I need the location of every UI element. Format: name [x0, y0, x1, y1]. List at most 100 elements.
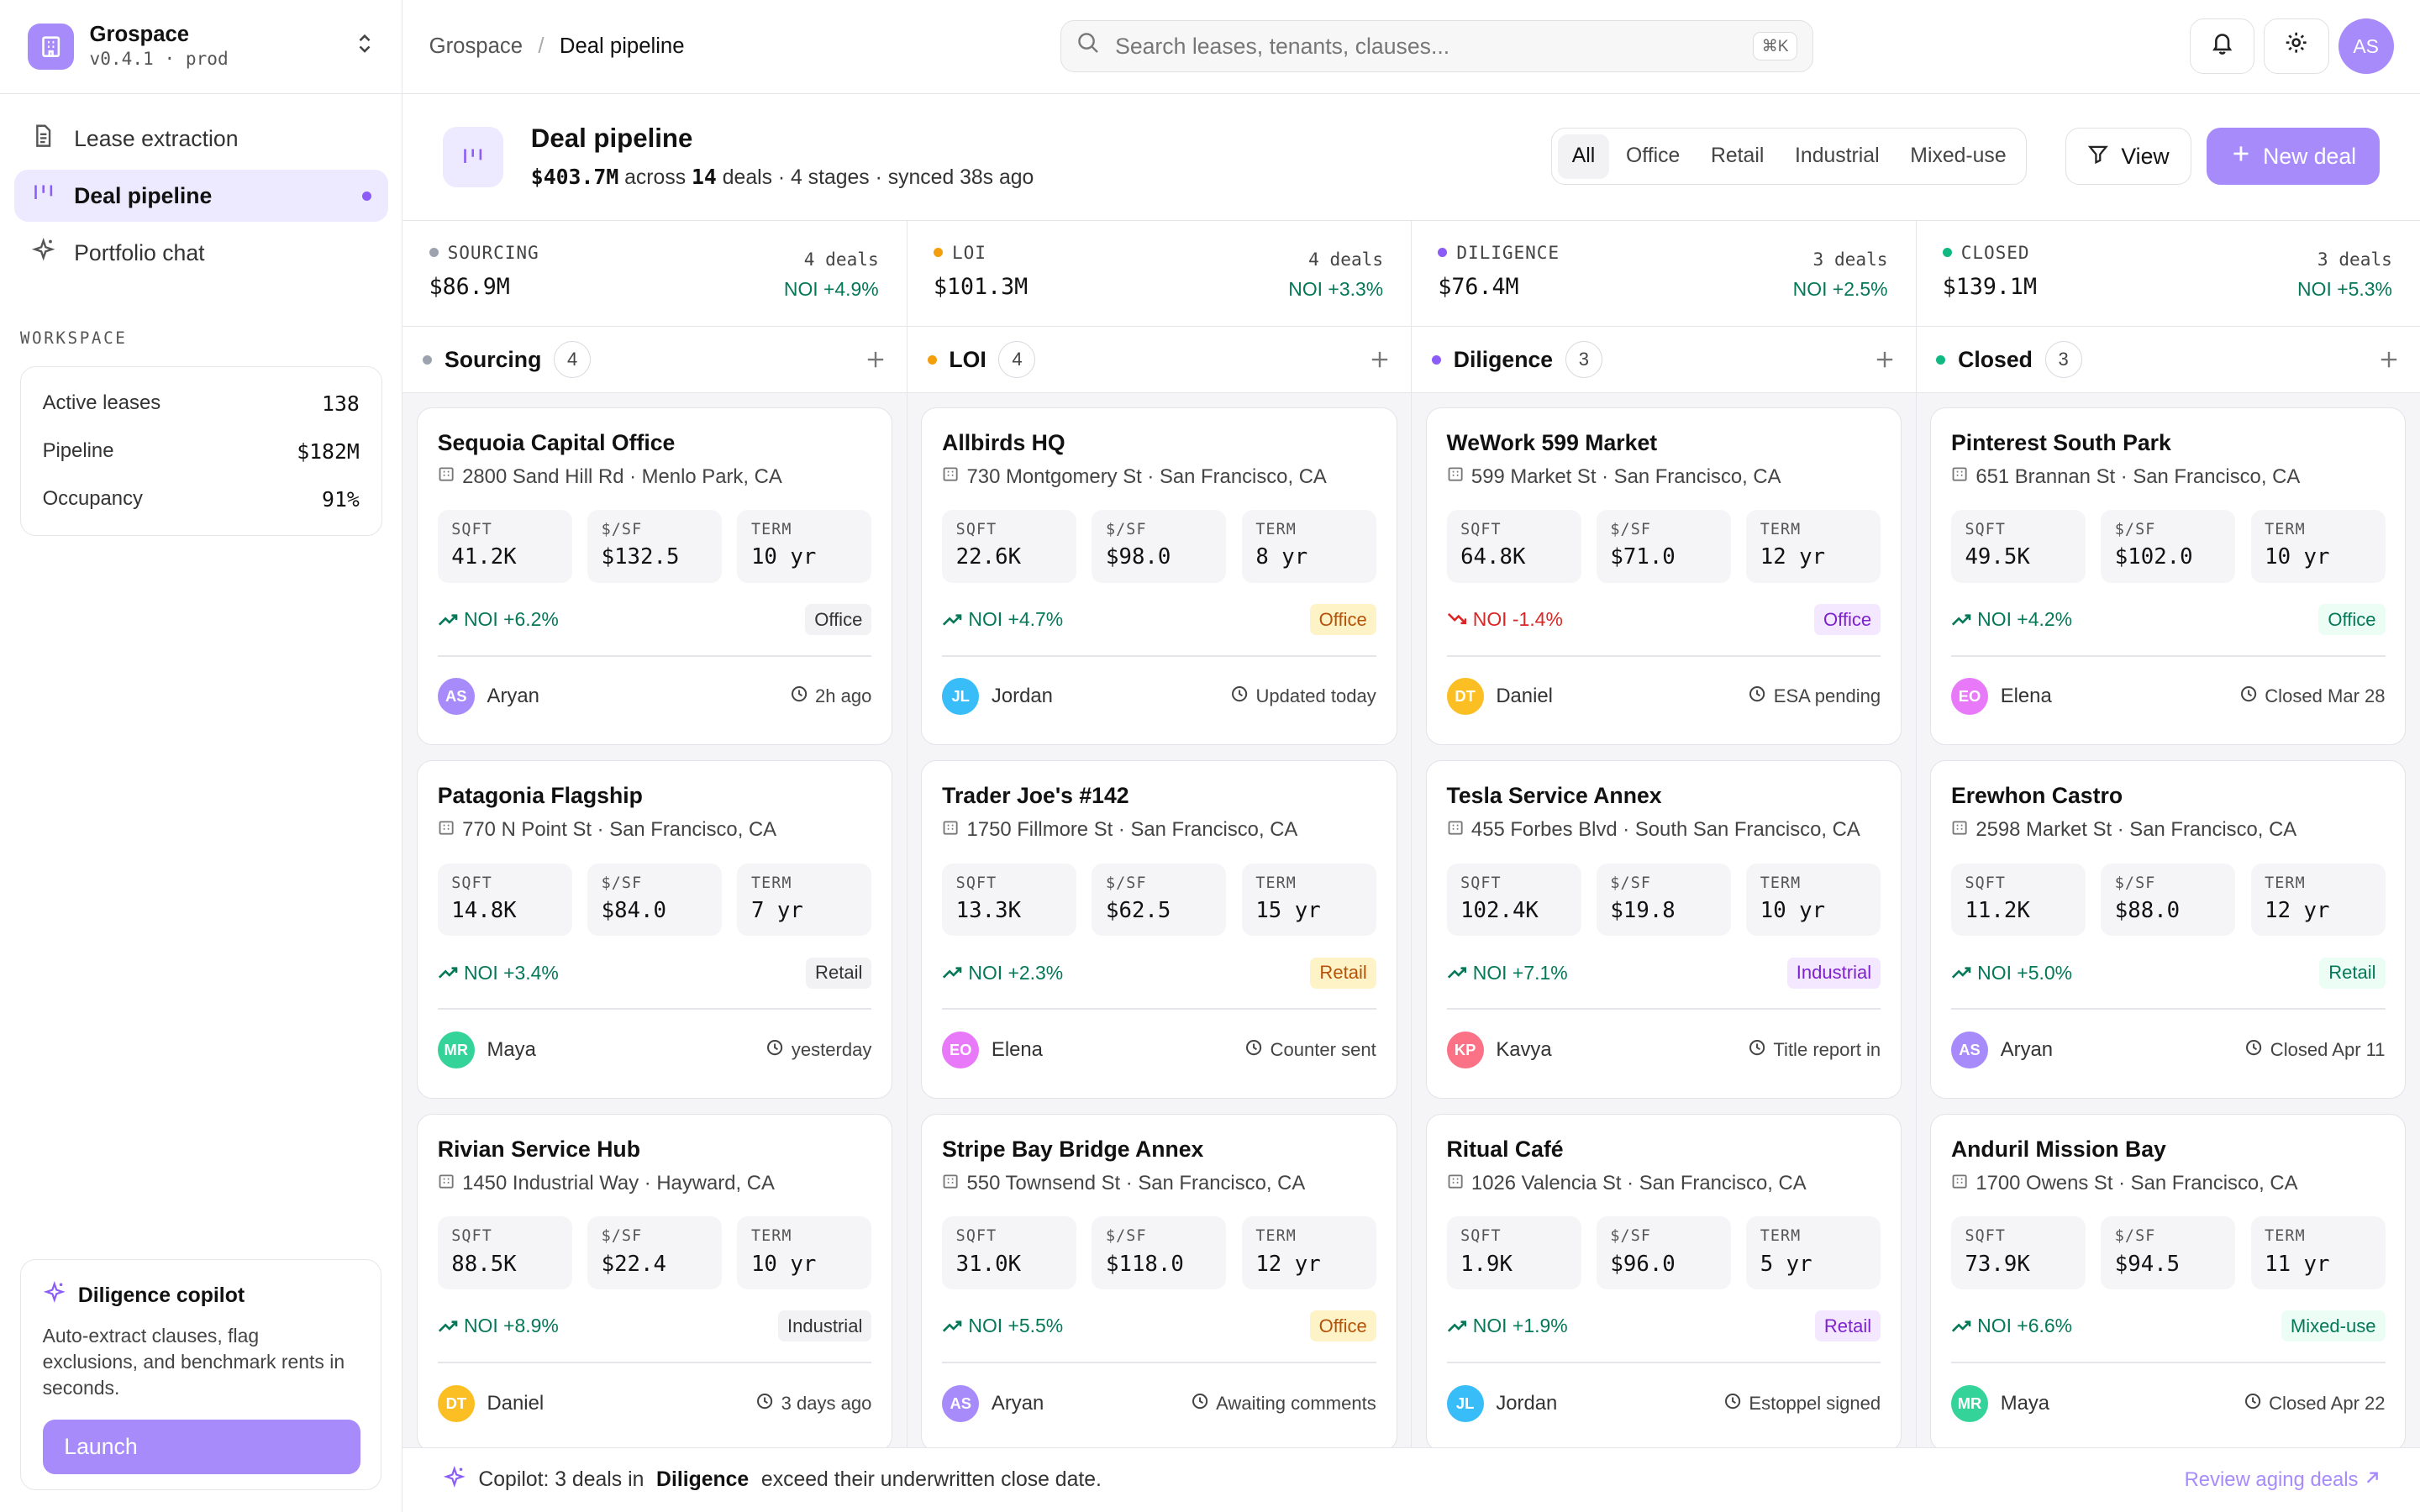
stage-noi: NOI +5.3% [2297, 277, 2392, 300]
noi-value: NOI +8.9% [463, 1315, 559, 1337]
deal-noi-row: NOI +4.2% Office [1951, 604, 2386, 636]
filter-retail[interactable]: Retail [1710, 144, 1765, 168]
asset-type-tag: Office [1309, 604, 1376, 636]
deal-card[interactable]: Pinterest South Park 651 Brannan St · San… [1930, 407, 2407, 746]
stage-dot [1438, 248, 1448, 258]
address-text: 455 Forbes Blvd · South San Francisco, C… [1470, 818, 1860, 842]
metric-label: $/SF [601, 1227, 643, 1246]
deal-status-time: 2h ago [791, 685, 871, 707]
deal-card[interactable]: Anduril Mission Bay 1700 Owens St · San F… [1930, 1114, 2407, 1452]
owner-avatar: AS [437, 678, 475, 716]
top-bar: Grospace / Deal pipeline ⌘K [402, 0, 2420, 95]
metric-value: 12 yr [2265, 898, 2330, 924]
metric-psf: $/SF $98.0 [1092, 510, 1227, 583]
asset-type-tag: Industrial [1786, 957, 1881, 989]
deal-address: 730 Montgomery St · San Francisco, CA [942, 465, 1376, 489]
metric-value: 41.2K [451, 544, 517, 570]
clock-icon [2245, 1039, 2262, 1061]
trend-down-icon [1447, 608, 1467, 631]
notifications-button[interactable] [2190, 18, 2255, 75]
sidebar-item-lease-extraction[interactable]: Lease extraction [14, 113, 388, 165]
add-deal-plus-icon[interactable] [866, 347, 885, 375]
metric-sqft: SQFT 64.8K [1446, 510, 1581, 583]
deal-status-time: Closed Apr 11 [2245, 1039, 2386, 1061]
metric-label: $/SF [1106, 1227, 1147, 1246]
deal-card[interactable]: Sequoia Capital Office 2800 Sand Hill Rd … [416, 407, 893, 746]
filter-mixed-use[interactable]: Mixed-use [1910, 144, 2007, 168]
sidebar-item-deal-pipeline[interactable]: Deal pipeline [13, 170, 388, 223]
metric-value: $102.0 [2114, 544, 2193, 570]
review-aging-deals-link[interactable]: Review aging deals [2185, 1468, 2381, 1492]
deal-card[interactable]: Rivian Service Hub 1450 Industrial Way · … [416, 1114, 893, 1452]
search-input[interactable] [1115, 33, 1738, 60]
status-text: Title report in [1773, 1039, 1881, 1061]
column-title: Sourcing [444, 346, 542, 372]
deal-card[interactable]: Stripe Bay Bridge Annex 550 Townsend St ·… [921, 1114, 1397, 1452]
search-bar[interactable]: ⌘K [1060, 19, 1814, 73]
deal-card[interactable]: Tesla Service Annex 455 Forbes Blvd · Sou… [1425, 760, 1902, 1099]
chevron-updown-icon[interactable] [355, 33, 374, 61]
column-closed: Closed 3 Pinterest South Park 651 Brannan S… [1916, 327, 2420, 1512]
deal-card[interactable]: Trader Joe's #142 1750 Fillmore St · San … [921, 760, 1397, 1099]
metric-sqft: SQFT 102.4K [1446, 863, 1581, 937]
add-deal-plus-icon[interactable] [2380, 347, 2398, 375]
metric-psf: $/SF $84.0 [587, 863, 723, 937]
breadcrumb-root[interactable]: Grospace [429, 34, 523, 59]
deal-card[interactable]: Patagonia Flagship 770 N Point St · San F… [416, 760, 893, 1099]
column-dot [1432, 354, 1442, 365]
launch-button[interactable]: Launch [42, 1420, 360, 1474]
bell-icon [2210, 30, 2234, 61]
add-deal-plus-icon[interactable] [1876, 347, 1894, 375]
filter-all[interactable]: All [1558, 134, 1609, 180]
noi-indicator: NOI -1.4% [1447, 608, 1563, 631]
column-header: LOI 4 [907, 327, 1412, 394]
deal-noi-row: NOI +3.4% Retail [438, 957, 872, 989]
stage-deal-count: 3 deals [2317, 248, 2392, 270]
user-avatar[interactable]: AS [2338, 18, 2394, 75]
add-deal-plus-icon[interactable] [1370, 347, 1389, 375]
metric-value: 31.0K [955, 1251, 1022, 1277]
card-list: Pinterest South Park 651 Brannan St · San… [1917, 393, 2420, 1452]
building-icon [1447, 465, 1464, 489]
deal-metrics: SQFT 88.5K $/SF $22.4 TERM 10 yr [437, 1216, 872, 1289]
deal-noi-row: NOI +2.3% Retail [942, 957, 1376, 989]
status-text: Estoppel signed [1749, 1392, 1881, 1414]
sparkle-icon [31, 237, 55, 268]
asset-type-tag: Mixed-use [2281, 1310, 2386, 1342]
filter-office[interactable]: Office [1625, 144, 1681, 168]
settings-button[interactable] [2264, 18, 2329, 75]
column-dot [927, 354, 937, 365]
view-button[interactable]: View [2065, 128, 2192, 186]
noi-value: NOI +1.9% [1472, 1315, 1568, 1337]
building-icon [942, 465, 959, 489]
page-header: Deal pipeline $403.7M across 14 deals · … [402, 94, 2420, 221]
metric-value: 64.8K [1460, 544, 1526, 570]
plus-icon [2231, 144, 2251, 170]
deal-card[interactable]: Allbirds HQ 730 Montgomery St · San Franc… [921, 407, 1397, 746]
deal-footer: MR Maya yesterday [437, 1032, 871, 1069]
new-deal-button[interactable]: New deal [2207, 128, 2381, 186]
card-list: Sequoia Capital Office 2800 Sand Hill Rd … [402, 393, 906, 1452]
owner-avatar: AS [942, 1384, 980, 1422]
metric-label: $/SF [1106, 874, 1147, 892]
deal-card[interactable]: Ritual Café 1026 Valencia St · San Franci… [1425, 1114, 1902, 1452]
card-divider [437, 1362, 872, 1363]
asset-type-tag: Office [2318, 604, 2386, 636]
column-count-badge: 3 [2044, 341, 2082, 379]
noi-indicator: NOI +5.0% [1951, 962, 2072, 984]
deal-footer: MR Maya Closed Apr 22 [1950, 1384, 2386, 1422]
stage-dot [1942, 248, 1952, 258]
asset-type-tag: Industrial [777, 1310, 872, 1342]
metric-label: SQFT [955, 521, 997, 539]
sidebar-item-portfolio-chat[interactable]: Portfolio chat [14, 227, 388, 279]
workspace-switcher[interactable]: Grospace v0.4.1 · prod [0, 0, 402, 95]
deal-status-time: Counter sent [1245, 1039, 1376, 1061]
sidebar-item-label: Deal pipeline [74, 182, 213, 208]
noi-value: NOI +2.3% [968, 961, 1064, 984]
stage-noi: NOI +4.9% [783, 277, 879, 300]
deal-card[interactable]: WeWork 599 Market 599 Market St · San Fra… [1425, 407, 1902, 746]
building-icon [1951, 1172, 1968, 1195]
stage-value: $139.1M [1942, 274, 2037, 301]
deal-card[interactable]: Erewhon Castro 2598 Market St · San Franc… [1930, 760, 2407, 1099]
filter-industrial[interactable]: Industrial [1795, 144, 1880, 168]
